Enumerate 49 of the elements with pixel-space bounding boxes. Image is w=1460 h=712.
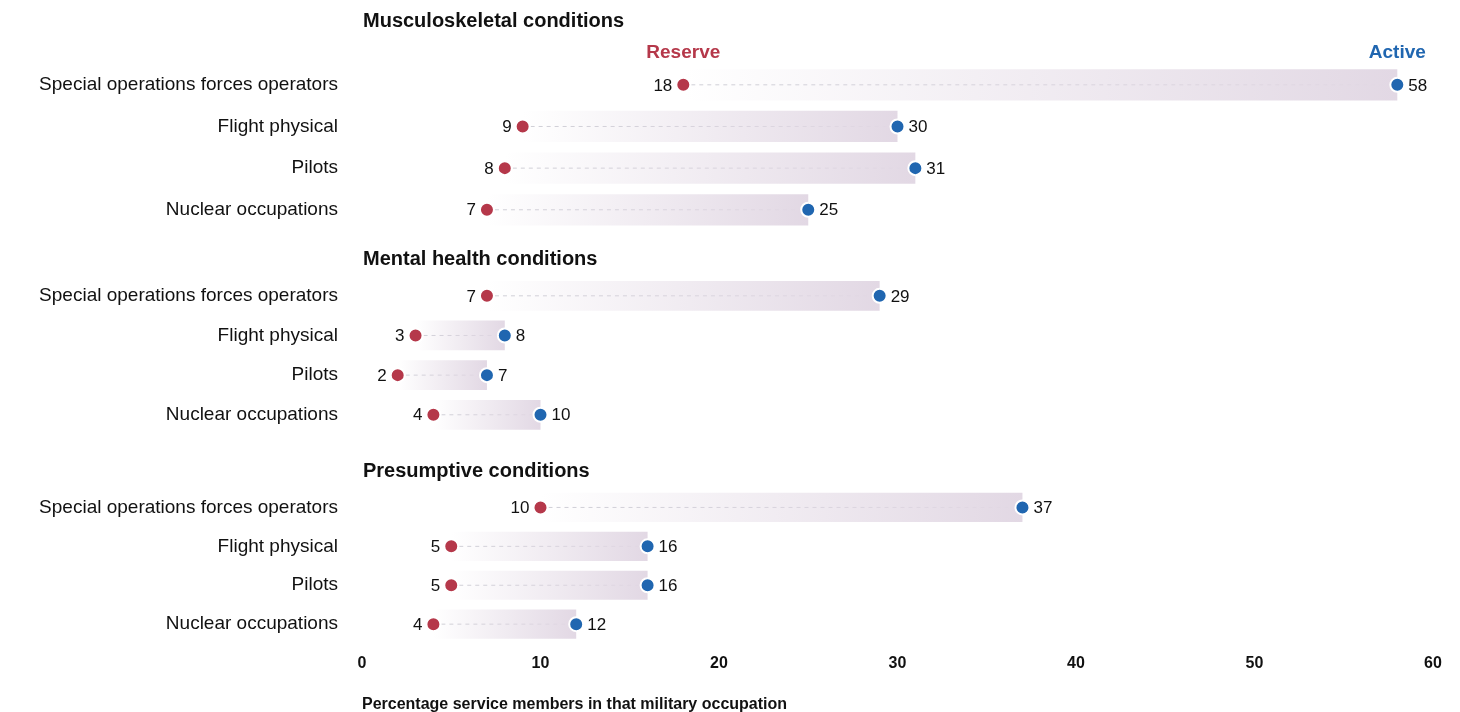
data-label: 3 — [395, 326, 405, 346]
data-label: 58 — [1408, 75, 1428, 95]
data-label: 18 — [653, 75, 673, 95]
y-tick-label: Pilots — [291, 573, 338, 595]
y-tick-label: Special operations forces operators — [39, 73, 338, 95]
data-label: 4 — [412, 405, 423, 425]
y-tick-label: Special operations forces operators — [39, 284, 338, 306]
data-label: 2 — [377, 365, 387, 385]
data-label: 29 — [890, 286, 910, 306]
data-label: 10 — [510, 498, 530, 518]
y-tick-label: Nuclear occupations — [165, 198, 338, 220]
series-label: Active — [1368, 41, 1426, 63]
y-tick-label: Flight physical — [217, 323, 338, 345]
y-tick-label: Nuclear occupations — [165, 612, 338, 634]
x-tick-label: 60 — [1424, 653, 1442, 671]
chart-title: Musculoskeletal conditions — [363, 9, 625, 32]
x-tick-label: 30 — [888, 653, 907, 671]
y-tick-label: Special operations forces operators — [39, 495, 338, 517]
x-tick-label: 50 — [1245, 653, 1264, 671]
y-tick-label: Pilots — [291, 156, 338, 178]
data-label: 16 — [658, 575, 678, 595]
x-tick-label: 40 — [1067, 653, 1085, 671]
data-label: 25 — [819, 200, 839, 220]
y-tick-label: Flight physical — [217, 114, 338, 136]
data-label: 8 — [515, 326, 526, 346]
data-label: 31 — [926, 158, 946, 178]
data-label: 10 — [551, 405, 571, 425]
data-label: 7 — [466, 286, 476, 306]
y-tick-label: Pilots — [291, 363, 338, 385]
data-label: 7 — [466, 200, 476, 220]
data-label: 9 — [502, 117, 512, 137]
x-tick-label: 20 — [710, 653, 728, 671]
data-label: 4 — [412, 614, 423, 634]
x-tick-label: 10 — [531, 653, 550, 671]
chart-title: Mental health conditions — [363, 247, 598, 270]
chart-title: Presumptive conditions — [363, 459, 590, 482]
y-tick-label: Flight physical — [217, 534, 338, 556]
data-label: 30 — [908, 117, 928, 137]
x-axis-title: Percentage service members in that military occupation — [362, 694, 788, 712]
data-label: 16 — [658, 537, 678, 557]
data-label: 37 — [1033, 498, 1053, 518]
series-label: Reserve — [646, 41, 721, 63]
y-tick-label: Nuclear occupations — [165, 403, 338, 425]
x-tick-label: 0 — [357, 653, 367, 671]
data-label: 12 — [587, 614, 607, 634]
data-label: 5 — [430, 575, 441, 595]
data-label: 5 — [430, 537, 441, 557]
data-label: 7 — [497, 365, 508, 385]
data-label: 8 — [484, 158, 494, 178]
